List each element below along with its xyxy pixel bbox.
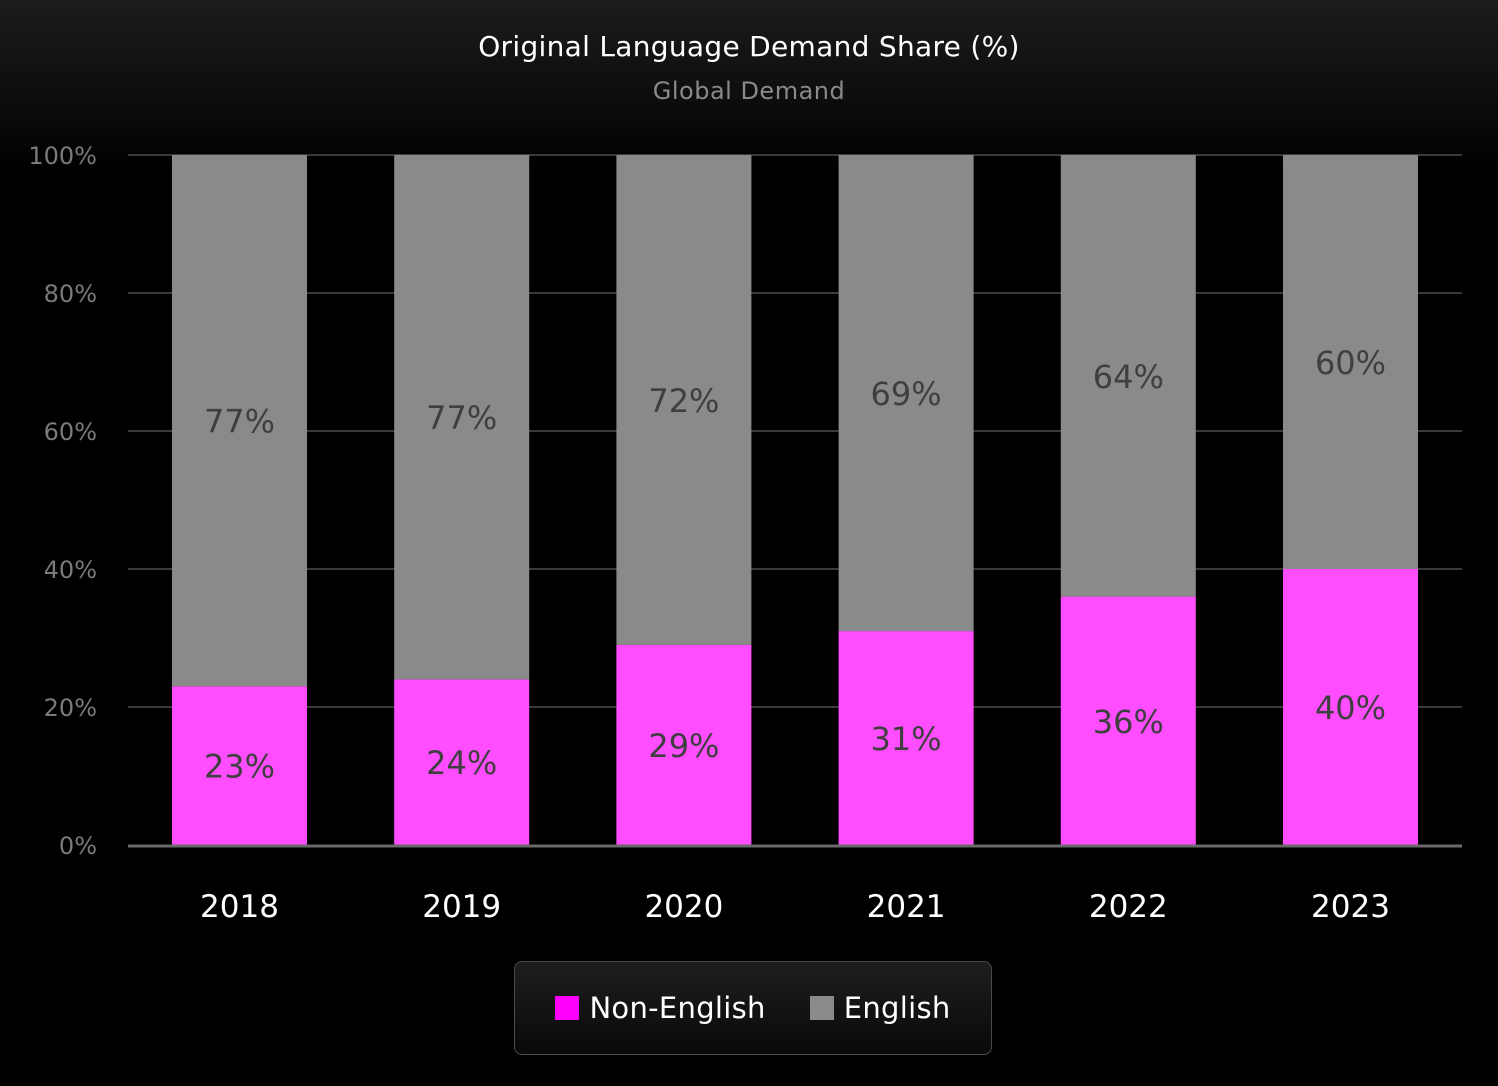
data-label-english-2019: 77% (426, 399, 497, 437)
y-tick-label: 60% (44, 418, 97, 446)
data-label-english-2021: 69% (871, 375, 942, 413)
data-label-english-2022: 64% (1093, 358, 1164, 396)
bar-english-2019[interactable] (394, 155, 530, 680)
bar-non-english-2022[interactable] (1060, 596, 1196, 845)
y-axis-tick-labels: 0% 20% 40% 60% 80% 100% (28, 142, 97, 860)
chart-title: Original Language Demand Share (%) (478, 30, 1020, 63)
x-axis-tick-labels: 2018 2019 2020 2021 2022 2023 (200, 889, 1390, 925)
y-tick-label: 80% (44, 280, 97, 308)
stacked-bar-chart: 0% 20% 40% 60% 80% 100% 23% 77% 24% 77% 29% 72% 31%… (28, 142, 1462, 925)
legend: Non-English English (514, 961, 992, 1055)
bar-non-english-2020[interactable] (616, 644, 752, 845)
bar-english-2023[interactable] (1283, 155, 1418, 569)
legend-item-non-english[interactable]: Non-English (555, 991, 765, 1025)
chart-subtitle: Global Demand (652, 77, 846, 105)
x-tick-label-2018: 2018 (200, 889, 279, 925)
bar-english-2020[interactable] (616, 155, 752, 645)
x-tick-label-2023: 2023 (1311, 889, 1390, 925)
y-tick-label: 100% (28, 142, 97, 170)
y-tick-label: 20% (44, 694, 97, 722)
bar-english-2022[interactable] (1060, 155, 1196, 597)
data-label-non-english-2020: 29% (648, 727, 719, 765)
x-tick-label-2022: 2022 (1089, 889, 1168, 925)
bar-english-2018[interactable] (172, 155, 307, 687)
grid-lines (128, 154, 1462, 708)
data-labels: 23% 77% 24% 77% 29% 72% 31% 69% 36% 64% 40% 60% (204, 344, 1386, 786)
legend-label-english: English (843, 991, 951, 1025)
bar-non-english-2018[interactable] (172, 686, 307, 845)
data-label-english-2023: 60% (1315, 344, 1386, 382)
data-label-non-english-2019: 24% (426, 744, 497, 782)
x-tick-label-2019: 2019 (422, 889, 501, 925)
bar-non-english-2019[interactable] (394, 679, 530, 845)
legend-label-non-english: Non-English (589, 991, 766, 1025)
bar-non-english-2021[interactable] (838, 631, 974, 845)
data-label-english-2018: 77% (204, 403, 275, 441)
non-english-swatch (555, 996, 580, 1020)
y-tick-label: 40% (44, 556, 97, 584)
english-swatch (809, 996, 834, 1020)
x-tick-label-2020: 2020 (644, 889, 723, 925)
data-label-non-english-2018: 23% (204, 748, 275, 786)
legend-item-english[interactable]: English (809, 991, 951, 1025)
data-label-non-english-2023: 40% (1315, 689, 1386, 727)
bar-non-english-2023[interactable] (1283, 569, 1418, 845)
y-tick-label: 0% (59, 832, 97, 860)
data-label-english-2020: 72% (648, 382, 719, 420)
data-label-non-english-2022: 36% (1093, 703, 1164, 741)
bar-english-2021[interactable] (838, 155, 974, 632)
bars (172, 155, 1418, 845)
x-tick-label-2021: 2021 (867, 889, 946, 925)
data-label-non-english-2021: 31% (871, 720, 942, 758)
header-background (0, 0, 1498, 170)
